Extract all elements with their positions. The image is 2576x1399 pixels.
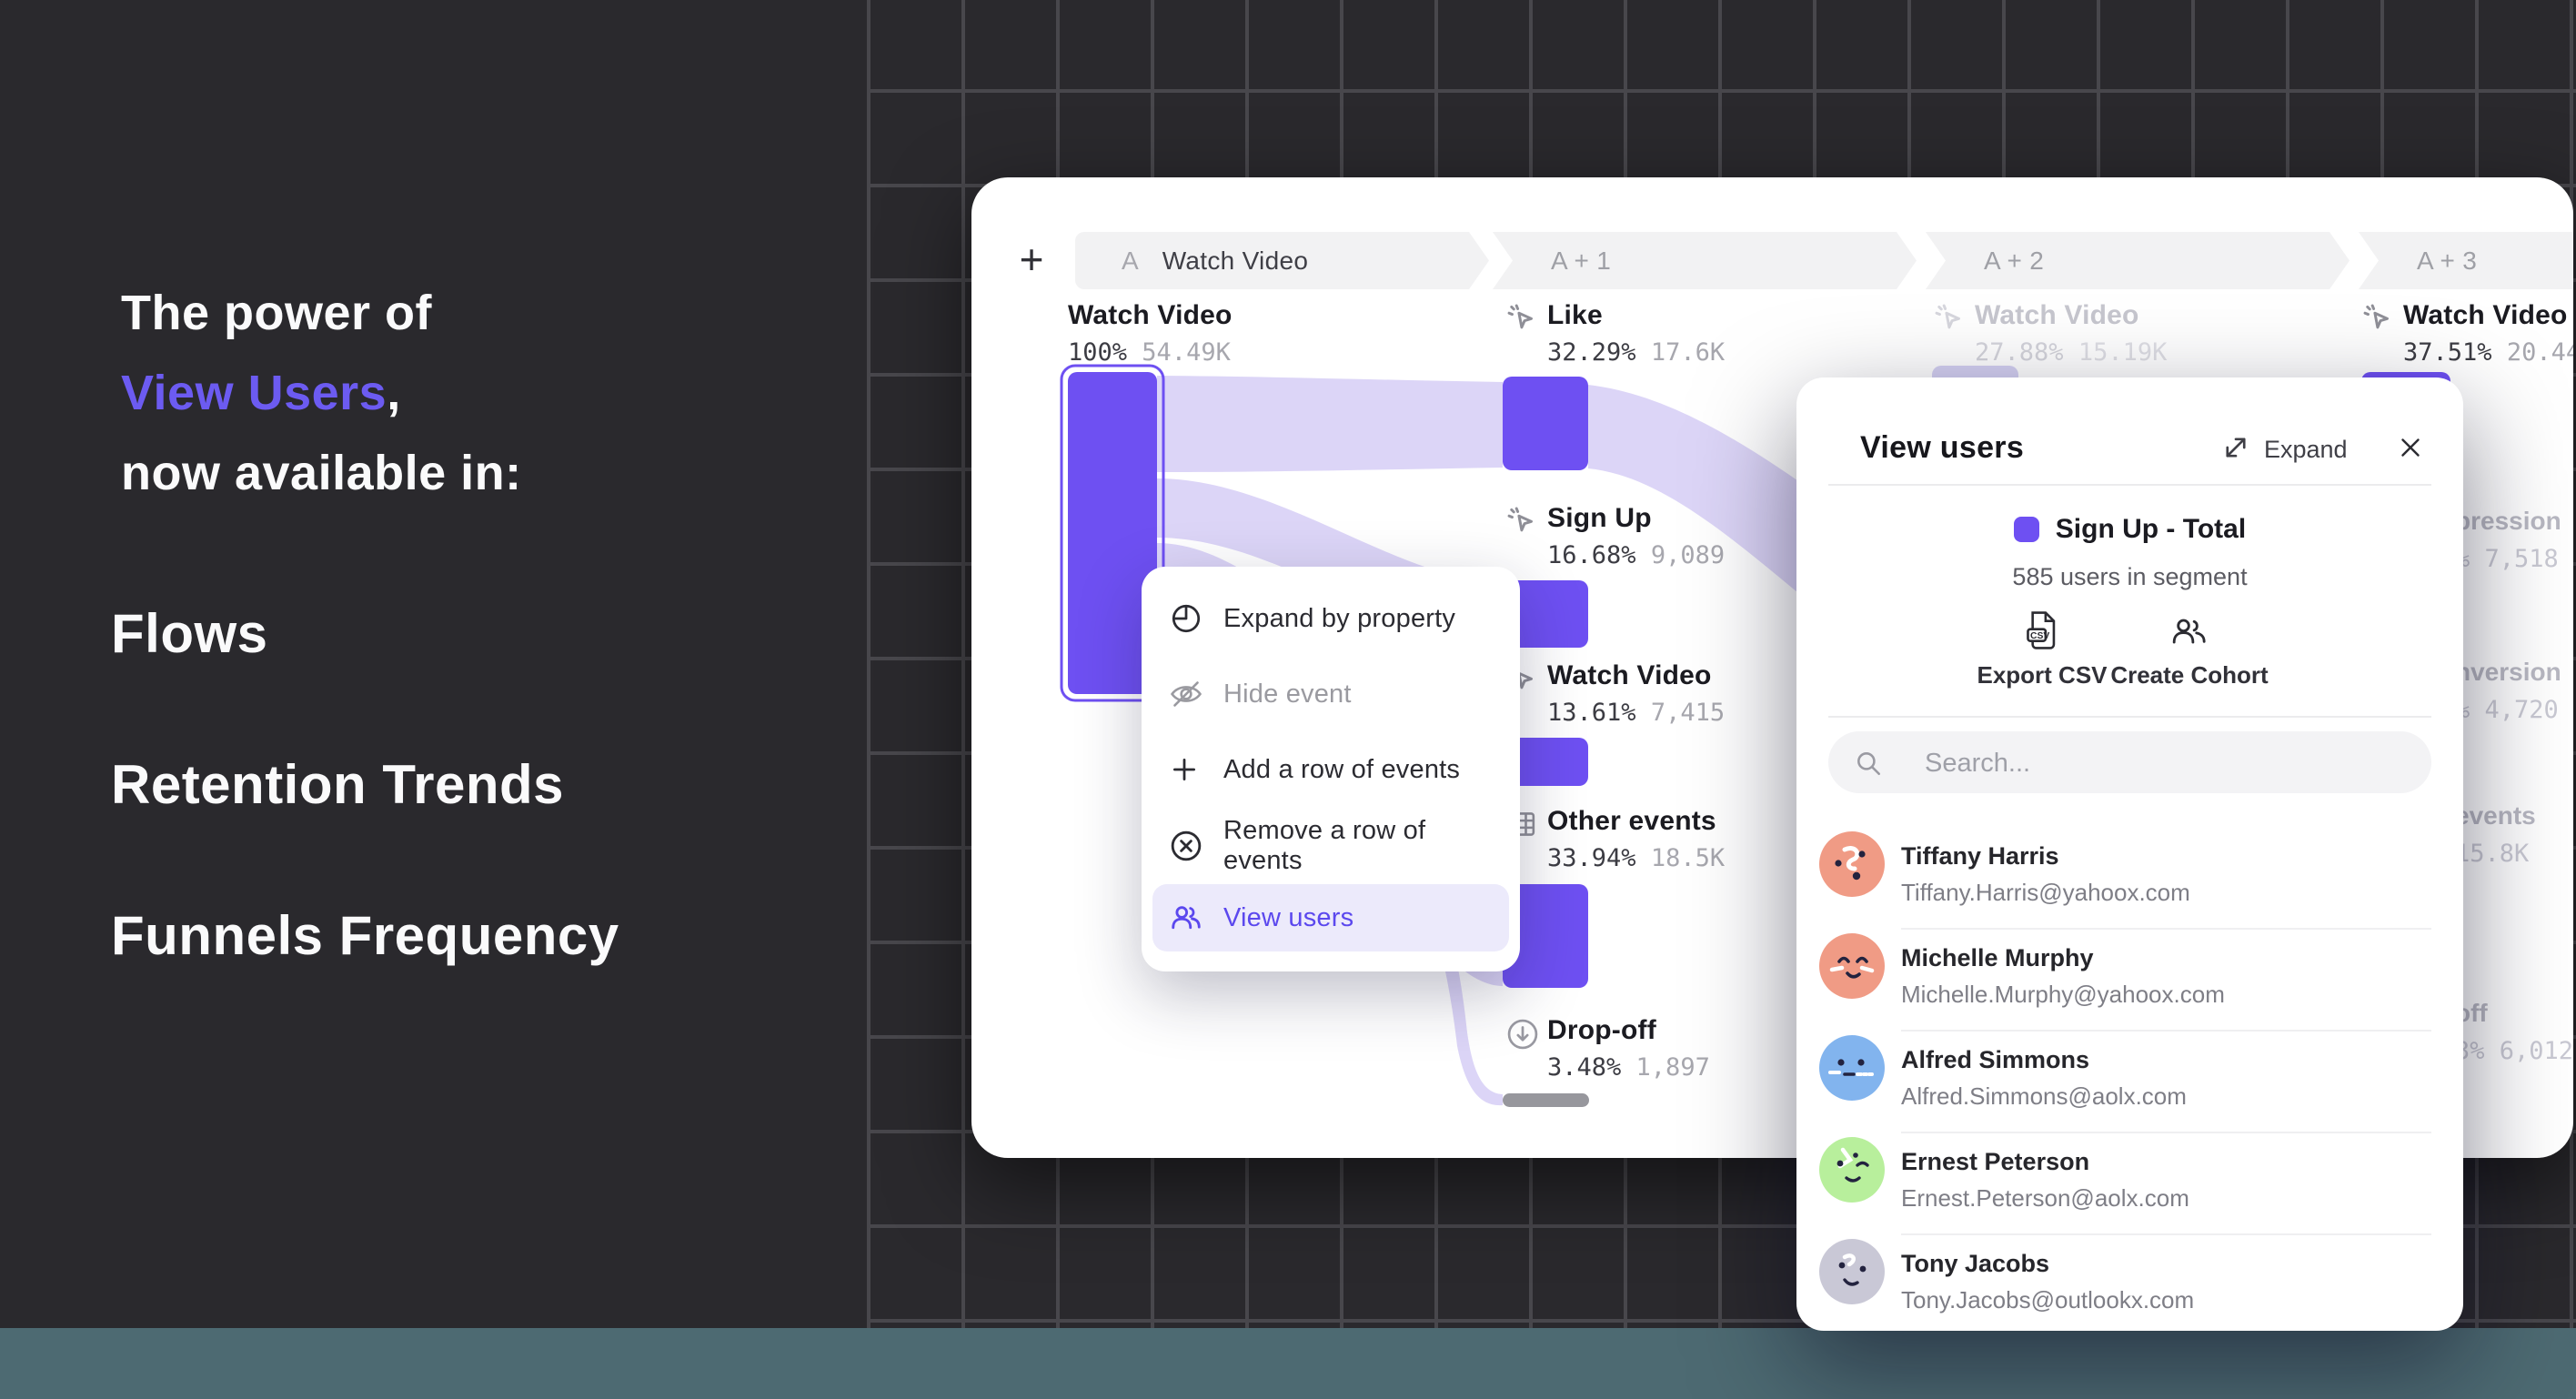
- click-event-icon: [1505, 505, 1540, 544]
- hero-headline: The power of View Users, now available i…: [121, 273, 522, 513]
- bar-other-events[interactable]: [1503, 884, 1588, 988]
- step-label-a3-watchvideo: Watch Video 37.51% 20.44K: [2361, 300, 2573, 367]
- dropoff-arrow-icon: [1505, 1017, 1540, 1056]
- divider: [1901, 1132, 2431, 1133]
- close-icon[interactable]: [2395, 432, 2428, 465]
- step-label-dropoff: Drop-off 3.48% 1,897: [1505, 1015, 1710, 1082]
- funnel-header-prefix: A: [1122, 246, 1139, 275]
- search-input[interactable]: [1923, 731, 2418, 795]
- hero-item-retention-trends: Retention Trends: [111, 754, 565, 815]
- avatar: [1819, 1035, 1885, 1101]
- segment-count-label: 585 users in segment: [2012, 563, 2248, 590]
- divider: [1828, 484, 2431, 486]
- hero-highlight: View Users: [121, 366, 387, 420]
- step-label-watchvideo-total: Watch Video 100% 54.49K: [1068, 300, 1233, 367]
- bar-watchvideo-selected-outline: [1060, 364, 1165, 702]
- user-row-alfred[interactable]: Alfred Simmons Alfred.Simmons@aolx.com: [1796, 1032, 2463, 1133]
- bar-watchvideo[interactable]: [1068, 372, 1157, 694]
- legend-row: Sign Up - Total: [1796, 514, 2463, 545]
- legend-label: Sign Up - Total: [2055, 514, 2247, 544]
- view-users-panel: View users Expand Sign Up - Total 585 us…: [1796, 377, 2463, 1331]
- avatar: [1819, 1137, 1885, 1203]
- csv-file-icon: CSV: [1942, 610, 2142, 650]
- panel-title: View users: [1860, 430, 2025, 465]
- expand-diagonal-icon: [2222, 434, 2249, 466]
- hero-item-flows: Flows: [111, 603, 268, 664]
- teal-bottom-strip: [0, 1328, 2576, 1399]
- svg-text:CSV: CSV: [2030, 631, 2049, 641]
- menu-item-hide-event[interactable]: Hide event: [1169, 662, 1507, 726]
- hero-line-1: The power of: [121, 286, 432, 340]
- divider: [1828, 716, 2431, 718]
- user-row-tiffany[interactable]: Tiffany Harris Tiffany.Harris@yahoox.com: [1796, 828, 2463, 930]
- step-label-a2-watchvideo: Watch Video 27.88% 15.19K: [1933, 300, 2167, 367]
- hero-line-2: View Users,: [121, 366, 401, 420]
- avatar: [1819, 831, 1885, 897]
- click-event-icon: [1505, 302, 1540, 341]
- event-context-menu: Expand by property Hide event Add a row …: [1142, 567, 1520, 971]
- divider: [1901, 1233, 2431, 1235]
- click-event-icon: [1933, 302, 1967, 341]
- avatar: [1819, 933, 1885, 999]
- funnel-header-label: A + 3: [2417, 246, 2478, 275]
- user-row-tony[interactable]: Tony Jacobs Tony.Jacobs@outlookx.com: [1796, 1235, 2463, 1331]
- menu-item-view-users[interactable]: View users: [1152, 884, 1509, 951]
- panel-expand-button[interactable]: Expand: [2222, 434, 2348, 466]
- funnel-header-label: A + 1: [1551, 246, 1612, 275]
- add-step-button[interactable]: +: [1019, 236, 1044, 283]
- circle-x-icon: [1169, 829, 1203, 863]
- legend-color-swatch: [2013, 517, 2039, 542]
- funnel-header-step-a[interactable]: A Watch Video: [1075, 232, 1489, 289]
- funnel-header-step-a1[interactable]: A + 1: [1493, 232, 1917, 289]
- bar-signup[interactable]: [1503, 580, 1588, 648]
- menu-item-add-row[interactable]: Add a row of events: [1169, 738, 1507, 801]
- create-cohort-button[interactable]: Create Cohort: [2089, 610, 2289, 689]
- export-csv-button[interactable]: CSV Export CSV: [1942, 610, 2142, 689]
- user-search: [1828, 731, 2431, 795]
- divider: [1901, 928, 2431, 930]
- view-users-icon: [1169, 901, 1203, 935]
- flow-watchvideo-to-like: [1157, 376, 1503, 472]
- user-row-michelle[interactable]: Michelle Murphy Michelle.Murphy@yahoox.c…: [1796, 930, 2463, 1032]
- menu-item-expand-by-property[interactable]: Expand by property: [1169, 587, 1507, 650]
- edge-step-dropoff: off 3% 6,012: [2455, 999, 2573, 1065]
- menu-item-remove-row[interactable]: Remove a row of events: [1169, 814, 1507, 878]
- click-event-icon: [2361, 302, 2396, 341]
- edge-step-events: events 15.8K: [2455, 801, 2536, 868]
- funnel-header-label: Watch Video: [1162, 246, 1309, 275]
- hero-line-3: now available in:: [121, 446, 522, 500]
- step-label-other-events: Other events 33.94% 18.5K: [1505, 806, 1725, 872]
- user-row-ernest[interactable]: Ernest Peterson Ernest.Peterson@aolx.com: [1796, 1133, 2463, 1235]
- funnel-header-label: A + 2: [1984, 246, 2045, 275]
- divider: [1901, 1030, 2431, 1032]
- funnel-header-step-a3[interactable]: A + 3: [2359, 232, 2573, 289]
- bar-dropoff[interactable]: [1503, 1093, 1589, 1107]
- edge-step-conversion: nversion % 4,720: [2455, 658, 2561, 724]
- step-label-signup: Sign Up 16.68% 9,089: [1505, 503, 1725, 569]
- funnel-header-step-a2[interactable]: A + 2: [1926, 232, 2350, 289]
- step-label-like: Like 32.29% 17.6K: [1505, 300, 1725, 367]
- avatar: [1819, 1239, 1885, 1304]
- cohort-people-icon: [2089, 610, 2289, 650]
- plus-icon: [1169, 752, 1203, 787]
- expand-property-icon: [1169, 601, 1203, 636]
- eye-off-icon: [1169, 677, 1203, 711]
- edge-step-impression: pression % 7,518: [2455, 507, 2561, 573]
- bar-watchvideo-2[interactable]: [1503, 738, 1588, 786]
- search-icon: [1854, 749, 1883, 782]
- hero-item-funnels-frequency: Funnels Frequency: [111, 905, 619, 966]
- step-label-watchvideo-mid: Watch Video 13.61% 7,415: [1505, 660, 1725, 727]
- bar-like[interactable]: [1503, 377, 1588, 470]
